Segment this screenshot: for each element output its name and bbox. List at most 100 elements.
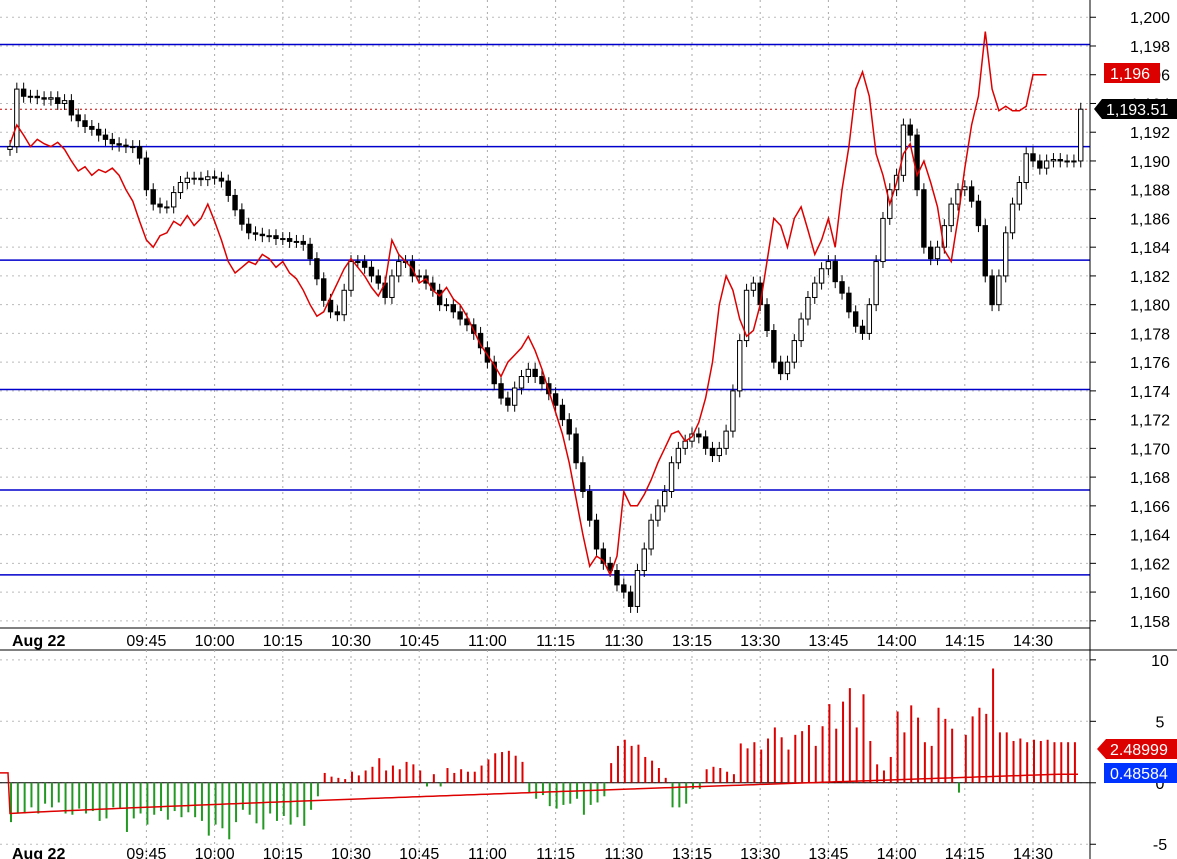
candle-body bbox=[798, 318, 804, 342]
candle-body bbox=[164, 206, 170, 209]
candle-body bbox=[150, 189, 156, 205]
candle-body bbox=[928, 246, 934, 260]
signal-value-text: 0.48584 bbox=[1110, 766, 1168, 783]
osc-x-tick-label: 09:45 bbox=[126, 846, 166, 859]
candle-body bbox=[198, 177, 204, 181]
price-x-tick-label: 14:00 bbox=[877, 633, 917, 650]
price-y-tick-label: 1,172 bbox=[1130, 413, 1170, 430]
candle-body bbox=[934, 246, 941, 260]
candle-body bbox=[907, 124, 913, 136]
osc-x-tick-label: 13:15 bbox=[672, 846, 712, 859]
osc-y-tick-label: 5 bbox=[1156, 714, 1165, 731]
price-y-tick-label: 1,180 bbox=[1130, 298, 1170, 315]
price-y-tick-label: 1,170 bbox=[1130, 441, 1170, 458]
session-date-label-bottom: Aug 22 bbox=[12, 846, 65, 859]
candle-body bbox=[48, 97, 54, 100]
candle-body bbox=[266, 235, 272, 238]
price-y-ticks: 1,2001,1981,1961,1941,1921,1901,1881,186… bbox=[1090, 10, 1170, 631]
candle-body bbox=[1071, 160, 1077, 163]
session-date-label-top: Aug 22 bbox=[12, 633, 65, 650]
osc-x-tick-label: 10:30 bbox=[331, 846, 371, 859]
candle-body bbox=[314, 258, 320, 280]
candle-body bbox=[300, 240, 306, 245]
candle-body bbox=[825, 261, 832, 270]
candle-body bbox=[975, 200, 982, 227]
osc-x-tick-label: 11:30 bbox=[604, 846, 643, 859]
candle-body bbox=[846, 292, 852, 313]
candle-body bbox=[1043, 160, 1050, 169]
last-price-tag: 1,193.51 bbox=[1094, 99, 1177, 119]
candle-body bbox=[75, 114, 81, 122]
candle-body bbox=[750, 282, 757, 291]
price-y-tick-label: 1,168 bbox=[1130, 470, 1170, 487]
price-x-tick-label: 11:30 bbox=[604, 633, 643, 650]
candle-body bbox=[123, 144, 129, 148]
candle-body bbox=[20, 88, 27, 97]
candle-body bbox=[743, 289, 750, 342]
candle-body bbox=[375, 275, 381, 284]
candle-body bbox=[273, 235, 279, 240]
candle-body bbox=[321, 278, 327, 301]
price-y-tick-label: 1,188 bbox=[1130, 183, 1170, 200]
overlay-value-tag: 1,196 bbox=[1104, 63, 1160, 83]
candle-body bbox=[655, 505, 661, 521]
price-x-tick-label: 11:00 bbox=[468, 633, 507, 650]
candle-body bbox=[1016, 182, 1023, 205]
candle-body bbox=[55, 97, 61, 104]
osc-y-tick-label: -5 bbox=[1153, 837, 1167, 854]
candle-body bbox=[246, 223, 252, 234]
price-x-tick-label: 14:30 bbox=[1013, 633, 1053, 650]
candle-body bbox=[771, 330, 777, 363]
candle-body bbox=[627, 591, 634, 607]
candle-body bbox=[1050, 159, 1057, 162]
candle-body bbox=[82, 120, 88, 127]
candle-body bbox=[218, 177, 225, 182]
candle-body bbox=[852, 311, 859, 327]
price-x-tick-label: 10:15 bbox=[263, 633, 303, 650]
osc-y-tick-label: 0 bbox=[1156, 776, 1165, 793]
osc-bars bbox=[0, 668, 1090, 840]
candle-body bbox=[307, 243, 313, 260]
candle-body bbox=[566, 419, 572, 435]
candle-body bbox=[252, 232, 259, 235]
candle-body bbox=[839, 281, 845, 294]
osc-x-tick-label: 11:15 bbox=[536, 846, 575, 859]
candle-body bbox=[539, 376, 545, 385]
candle-body bbox=[716, 447, 722, 457]
candle-body bbox=[443, 304, 450, 307]
price-y-tick-label: 1,174 bbox=[1130, 384, 1170, 401]
candle-body bbox=[416, 275, 422, 278]
candle-body bbox=[68, 100, 75, 116]
candle-body bbox=[368, 266, 375, 277]
price-y-tick-label: 1,184 bbox=[1130, 240, 1170, 257]
candle-body bbox=[389, 275, 395, 298]
price-y-tick-label: 1,200 bbox=[1130, 10, 1170, 27]
osc-x-tick-label: 10:00 bbox=[195, 846, 235, 859]
candle-body bbox=[587, 490, 593, 521]
osc-x-tick-label: 14:30 bbox=[1013, 846, 1053, 859]
candle-body bbox=[286, 238, 293, 242]
candle-body bbox=[682, 440, 688, 449]
candle-body bbox=[737, 340, 743, 392]
candle-body bbox=[280, 238, 286, 241]
candle-body bbox=[532, 368, 538, 378]
candle-body bbox=[205, 176, 211, 181]
candle-body bbox=[696, 433, 702, 438]
candle-body bbox=[334, 311, 341, 316]
candle-body bbox=[805, 296, 811, 320]
candle-body bbox=[552, 393, 559, 406]
last-price-text: 1,193.51 bbox=[1106, 102, 1168, 119]
osc-x-tick-label: 13:30 bbox=[740, 846, 780, 859]
candle-body bbox=[293, 240, 300, 243]
candle-body bbox=[948, 203, 954, 227]
price-x-tick-label: 09:45 bbox=[126, 633, 166, 650]
candle-body bbox=[525, 368, 532, 378]
price-y-tick-label: 1,192 bbox=[1130, 125, 1170, 142]
price-y-tick-label: 1,176 bbox=[1130, 355, 1170, 372]
candle-body bbox=[184, 177, 191, 184]
histogram-value-text: 2.48999 bbox=[1110, 742, 1168, 759]
candle-body bbox=[7, 146, 13, 150]
candle-body bbox=[791, 340, 797, 363]
price-y-tick-label: 1,162 bbox=[1130, 556, 1170, 573]
